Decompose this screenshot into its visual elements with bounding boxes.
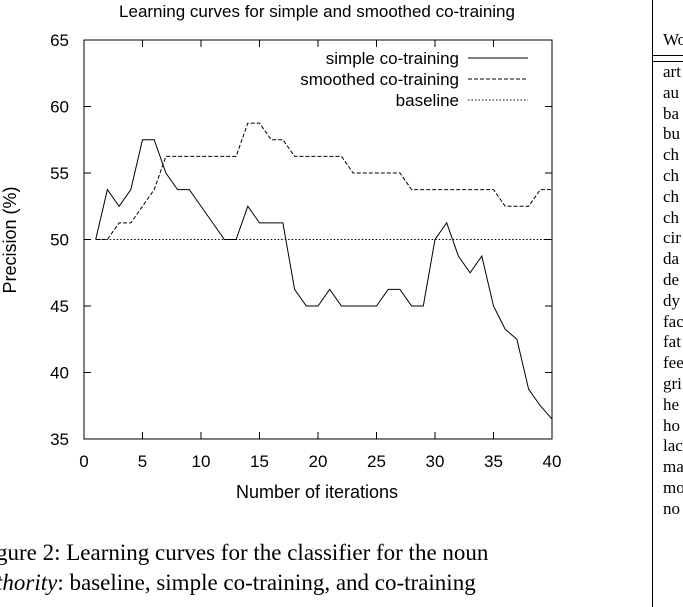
legend-label: baseline xyxy=(396,91,459,110)
legend: simple co-training smoothed co-training ba… xyxy=(300,49,528,110)
side-table-word-list: art au ba bu ch ch ch ch cir da de dy fac fat fee gri he… xyxy=(663,62,683,520)
x-tick-label: 10 xyxy=(192,452,211,471)
legend-label: simple co-training xyxy=(326,49,459,68)
x-tick-label: 30 xyxy=(426,452,445,471)
side-table-word: de xyxy=(663,269,680,289)
side-table-word: ch xyxy=(663,207,680,227)
side-table-word: lac xyxy=(663,436,683,456)
x-axis: 0 5 10 15 20 25 30 35 40 xyxy=(79,40,561,471)
x-tick-label: 20 xyxy=(309,452,328,471)
figure-caption: gure 2: Learning curves for the classifi… xyxy=(0,538,611,598)
side-table-header: Wo xyxy=(663,30,683,49)
side-table-top-box xyxy=(653,0,683,56)
x-tick-label: 25 xyxy=(367,452,386,471)
side-table-word: fat xyxy=(663,332,681,352)
x-tick-label: 5 xyxy=(138,452,147,471)
y-axis: 35 40 45 50 55 60 65 xyxy=(50,31,552,449)
side-table-word: cir xyxy=(663,228,681,248)
chart: Learning curves for simple and smoothed … xyxy=(0,2,561,502)
chart-title: Learning curves for simple and smoothed … xyxy=(119,2,515,21)
side-table: Wo art au ba bu ch ch ch ch cir da de dy fac fat fee gr… xyxy=(652,0,683,607)
side-table-word: au xyxy=(663,82,680,102)
series-group xyxy=(95,122,553,420)
series-line-simple-co-training xyxy=(95,139,553,420)
side-table-word: mo xyxy=(663,477,683,497)
side-table-word: bu xyxy=(663,124,680,144)
y-tick-label: 60 xyxy=(50,98,69,117)
y-tick-label: 35 xyxy=(50,430,69,449)
caption-line-2: thority: baseline, simple co-training, a… xyxy=(0,568,611,598)
side-table-word: ma xyxy=(663,457,683,477)
y-tick-label: 40 xyxy=(50,364,69,383)
y-axis-label: Precision (%) xyxy=(0,186,20,293)
caption-italic-word: thority xyxy=(0,570,58,595)
side-table-word: art xyxy=(663,62,681,81)
x-tick-label: 40 xyxy=(543,452,562,471)
side-table-rule xyxy=(653,61,683,62)
y-tick-label: 65 xyxy=(50,31,69,50)
side-table-word: ch xyxy=(663,165,680,185)
x-tick-label: 15 xyxy=(250,452,269,471)
side-table-word: fac xyxy=(663,311,683,331)
side-table-word: da xyxy=(663,249,680,269)
side-table-word: ch xyxy=(663,145,680,165)
side-table-word: gri xyxy=(663,373,682,393)
side-table-word: no xyxy=(663,498,680,518)
y-tick-label: 55 xyxy=(50,164,69,183)
side-table-word: ho xyxy=(663,415,680,435)
side-table-word: he xyxy=(663,394,680,414)
x-axis-label: Number of iterations xyxy=(236,482,398,502)
side-table-word: ba xyxy=(663,103,680,123)
x-tick-label: 35 xyxy=(484,452,503,471)
y-tick-label: 45 xyxy=(50,297,69,316)
caption-line-1: gure 2: Learning curves for the classifi… xyxy=(0,540,489,565)
caption-line-2-rest: : baseline, simple co-training, and co-t… xyxy=(57,570,476,595)
side-table-word: dy xyxy=(663,290,680,310)
side-table-word: ch xyxy=(663,186,680,206)
side-table-word: fee xyxy=(663,353,683,373)
y-tick-label: 50 xyxy=(50,231,69,250)
x-tick-label: 0 xyxy=(79,452,88,471)
legend-label: smoothed co-training xyxy=(300,70,459,89)
series-line-smoothed-co-training xyxy=(95,122,552,240)
